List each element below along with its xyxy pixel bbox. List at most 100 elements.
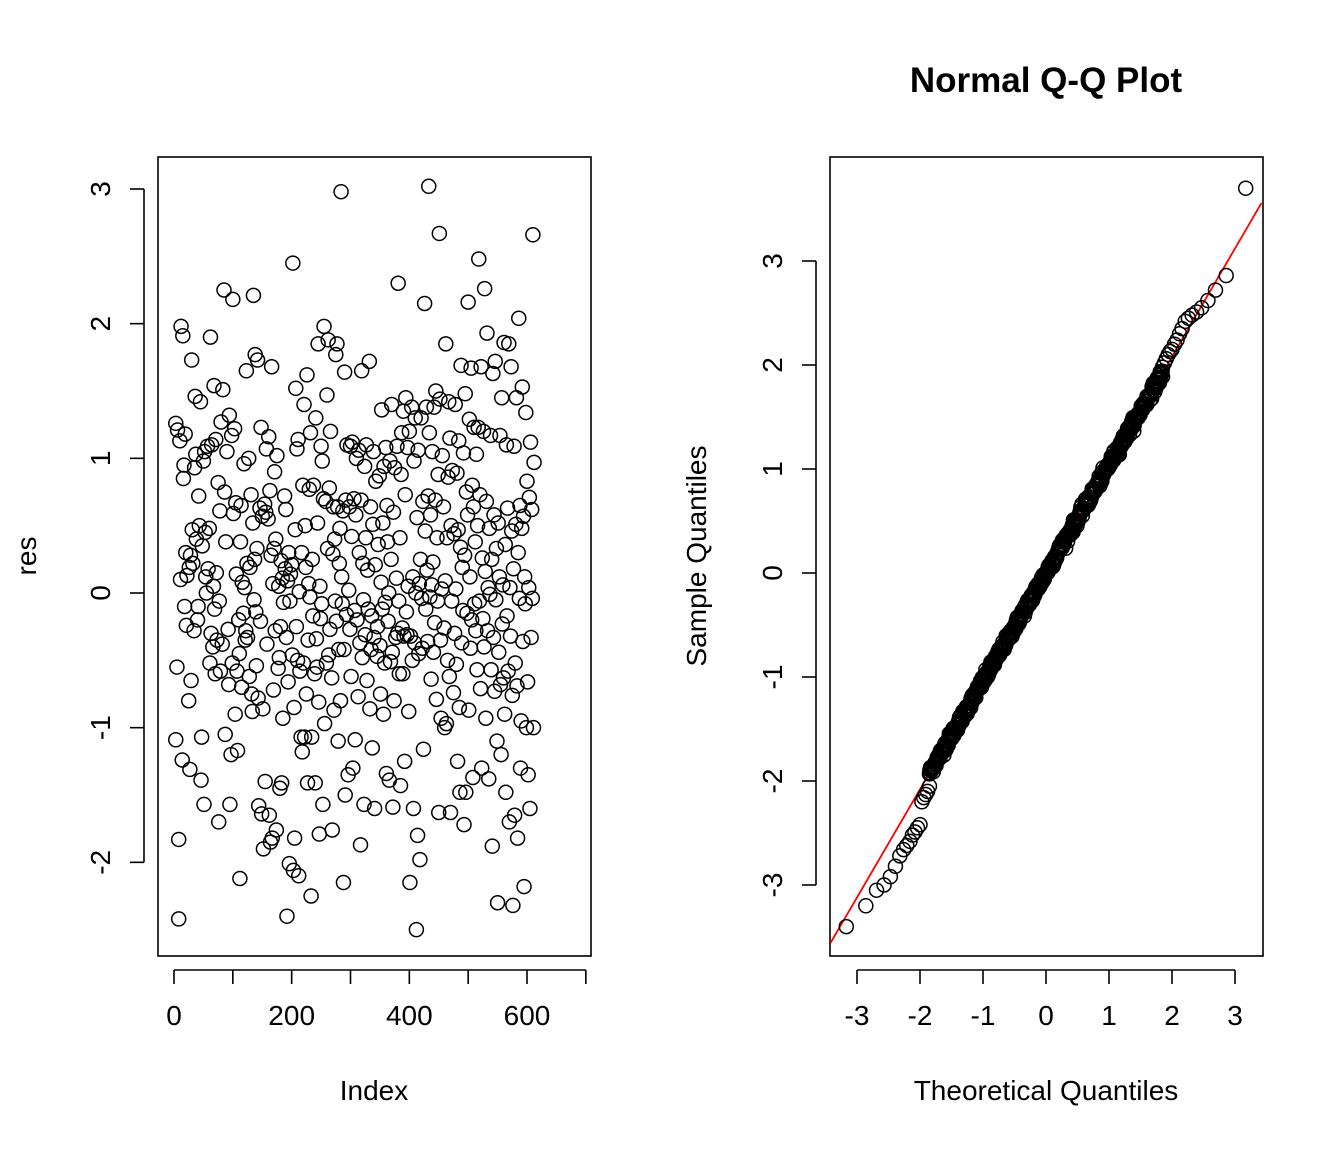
residual-point <box>458 784 474 801</box>
residual-point <box>192 394 209 410</box>
residual-point <box>446 525 462 542</box>
residual-point <box>222 796 238 813</box>
residual-point <box>187 388 203 405</box>
residual-point <box>422 589 438 605</box>
residual-point <box>202 329 219 345</box>
x-tick-label-left: 600 <box>504 1000 551 1031</box>
residual-point <box>280 674 296 690</box>
residual-point <box>422 507 439 523</box>
residual-point <box>362 499 379 515</box>
residual-point <box>266 464 283 480</box>
residual-point <box>365 516 381 533</box>
residual-point <box>408 585 424 601</box>
residual-point <box>442 430 458 446</box>
residual-point <box>302 589 318 605</box>
x-axis-title-right: Theoretical Quantiles <box>914 1075 1179 1106</box>
residual-point <box>430 466 446 483</box>
residual-point <box>265 682 282 698</box>
residual-point <box>279 908 295 924</box>
residual-point <box>269 447 285 464</box>
residual-point <box>438 336 454 352</box>
residual-point <box>448 656 465 673</box>
plot-frame-left <box>157 156 592 957</box>
residual-point <box>376 458 392 475</box>
residual-point <box>465 499 482 515</box>
residual-point <box>375 706 392 722</box>
x-tick-label-right: 3 <box>1227 1000 1243 1031</box>
residual-point <box>261 807 278 823</box>
residual-point <box>490 515 506 531</box>
residual-point <box>483 662 499 678</box>
residual-point <box>304 551 321 568</box>
residual-point <box>232 870 248 887</box>
residual-point <box>335 874 352 891</box>
residual-point <box>298 686 315 702</box>
residual-point <box>249 540 265 557</box>
residual-point <box>294 744 311 760</box>
y-tick-label-right: -3 <box>757 873 788 898</box>
residual-point <box>329 336 345 352</box>
residual-point <box>208 431 224 448</box>
residual-point <box>505 897 521 914</box>
residual-point <box>415 741 432 757</box>
residual-point <box>278 629 295 646</box>
residual-point <box>466 419 482 436</box>
residual-point <box>476 280 493 297</box>
residual-point <box>308 410 324 426</box>
residual-point <box>320 332 336 348</box>
residual-point <box>413 590 430 607</box>
residual-point <box>264 830 281 846</box>
x-tick-label-right: 1 <box>1101 1000 1117 1031</box>
residual-point <box>308 631 325 647</box>
residual-point <box>371 468 388 484</box>
residual-point <box>190 488 207 504</box>
residual-point <box>518 404 534 421</box>
residual-point <box>288 618 305 635</box>
residual-point <box>412 551 429 568</box>
residual-point <box>296 729 313 745</box>
residual-point <box>300 632 316 648</box>
qq-point <box>838 918 855 935</box>
residual-point <box>479 325 495 341</box>
residual-point <box>485 365 501 382</box>
residual-point <box>173 318 189 335</box>
residual-point <box>412 851 428 868</box>
residual-point <box>225 291 241 308</box>
residual-point <box>441 668 458 685</box>
residual-point <box>255 701 271 717</box>
residual-point <box>288 380 304 397</box>
residual-point <box>415 493 431 510</box>
residual-point <box>429 530 445 546</box>
residual-point <box>337 787 353 803</box>
residual-point <box>455 445 472 461</box>
residual-point <box>349 612 365 628</box>
residual-point <box>465 769 481 786</box>
residual-point <box>476 639 492 655</box>
qq-point <box>858 898 874 914</box>
residual-point <box>182 547 199 564</box>
residual-point <box>296 396 312 413</box>
y-tick-label-right: 1 <box>757 461 788 477</box>
residual-point <box>372 637 388 654</box>
residual-point <box>351 544 368 561</box>
x-tick-label-right: -2 <box>908 1000 933 1031</box>
residual-point <box>491 644 507 661</box>
residual-point <box>367 556 383 573</box>
residual-point <box>352 837 369 853</box>
residual-point <box>506 807 523 823</box>
residual-point <box>428 383 444 399</box>
residual-point <box>297 517 313 534</box>
residual-point <box>203 437 220 453</box>
residual-point <box>506 438 522 454</box>
residual-point <box>496 334 512 351</box>
residual-point <box>425 554 441 570</box>
qq-point <box>1237 180 1254 196</box>
residual-point <box>378 765 395 782</box>
residual-point <box>212 663 229 679</box>
residual-point <box>262 482 278 499</box>
residual-point <box>471 251 487 267</box>
residual-point <box>501 336 517 352</box>
residual-point <box>450 521 466 538</box>
residual-point <box>169 422 186 438</box>
residual-point <box>442 804 459 821</box>
